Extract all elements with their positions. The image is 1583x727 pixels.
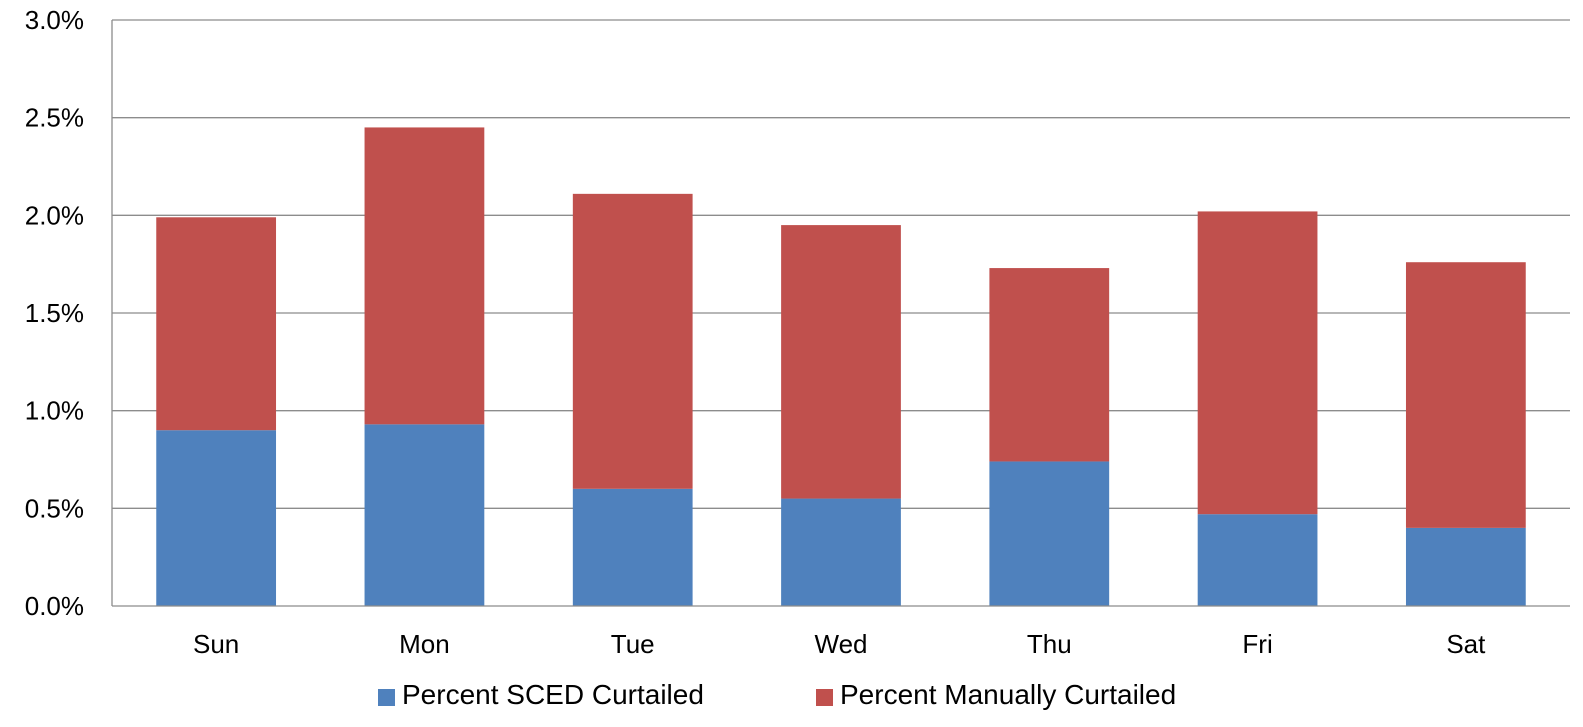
- x-tick-label: Sun: [193, 629, 239, 659]
- x-tick-label: Sat: [1446, 629, 1486, 659]
- bar-manually-curtailed: [156, 217, 277, 431]
- bar-manually-curtailed: [364, 127, 485, 425]
- y-tick-label: 2.5%: [25, 103, 84, 133]
- bar-sced-curtailed: [1197, 514, 1318, 606]
- bar-manually-curtailed: [572, 193, 693, 489]
- bar-sced-curtailed: [1405, 527, 1526, 606]
- legend-swatch: [378, 689, 395, 706]
- bar-manually-curtailed: [989, 268, 1110, 462]
- y-tick-label: 3.0%: [25, 5, 84, 35]
- legend-label: Percent Manually Curtailed: [840, 679, 1176, 710]
- x-tick-label: Mon: [399, 629, 450, 659]
- bar-sced-curtailed: [781, 498, 901, 606]
- bar-manually-curtailed: [781, 225, 901, 499]
- bar-manually-curtailed: [1197, 211, 1318, 515]
- x-tick-label: Thu: [1027, 629, 1072, 659]
- y-tick-label: 1.0%: [25, 396, 84, 426]
- x-tick-label: Tue: [611, 629, 655, 659]
- legend-swatch: [816, 689, 833, 706]
- y-axis-tick-labels: 0.0% 0.5% 1.0% 1.5% 2.0% 2.5% 3.0%: [25, 5, 84, 621]
- x-axis-tick-labels: Sun Mon Tue Wed Thu Fri Sat: [193, 629, 1486, 659]
- bar-manually-curtailed: [1405, 262, 1526, 528]
- bar-sced-curtailed: [156, 430, 277, 606]
- y-tick-label: 1.5%: [25, 298, 84, 328]
- bars: [156, 127, 1526, 606]
- legend: Percent SCED Curtailed Percent Manually C…: [378, 679, 1176, 710]
- axes: [111, 20, 1570, 607]
- bar-sced-curtailed: [364, 424, 485, 606]
- x-tick-label: Fri: [1242, 629, 1272, 659]
- y-tick-label: 0.5%: [25, 493, 84, 523]
- x-tick-label: Wed: [815, 629, 868, 659]
- legend-label: Percent SCED Curtailed: [402, 679, 704, 710]
- y-tick-label: 2.0%: [25, 200, 84, 230]
- bar-sced-curtailed: [989, 461, 1110, 606]
- bar-sced-curtailed: [572, 488, 693, 606]
- y-tick-label: 0.0%: [25, 591, 84, 621]
